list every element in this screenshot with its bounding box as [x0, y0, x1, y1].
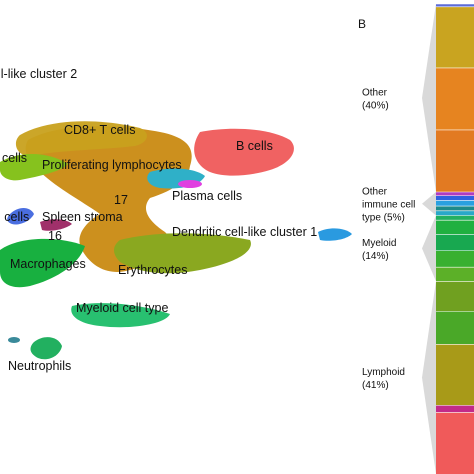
- cluster-blob-dc-cluster-1: [318, 228, 352, 241]
- cluster-blob-erythrocytes: [114, 233, 251, 274]
- group-label: Lymphoid (41%): [362, 367, 405, 391]
- bar-segment: [436, 234, 474, 252]
- panel-b-letter: B: [358, 17, 366, 31]
- umap-scatter-panel: ll-like cluster 2 CD8+ T cells B cells c…: [0, 67, 352, 373]
- group-label-line: type (5%): [362, 213, 405, 224]
- group-label: Other immune cell type (5%): [362, 187, 415, 224]
- group-label-line: (14%): [362, 251, 389, 262]
- cluster-label-dc-1: Dendritic cell-like cluster 1: [172, 225, 317, 239]
- group-brackets: [422, 4, 436, 474]
- group-label: Myeloid (14%): [362, 238, 396, 262]
- bar-segment: [436, 4, 474, 8]
- cluster-blob-macrophages: [0, 238, 85, 288]
- composition-panel: B Other (40%) Other immune cell type (5%) Mye…: [358, 3, 474, 474]
- cluster-label-erythrocytes: Erythrocytes: [118, 263, 187, 277]
- cluster-label-dc-2: ll-like cluster 2: [0, 67, 77, 81]
- group-label: Other (40%): [362, 88, 389, 112]
- bar-segment: [436, 250, 474, 268]
- bar-segment: [436, 412, 474, 474]
- cluster-blob-small-grey: [8, 337, 20, 343]
- stacked-bar: [436, 3, 474, 474]
- bar-segment: [436, 67, 474, 131]
- bar-segment: [436, 405, 474, 413]
- bar-segment: [436, 281, 474, 312]
- bar-segment: [436, 192, 474, 197]
- cluster-label-cd8-t-cells: CD8+ T cells: [64, 123, 135, 137]
- bar-segment: [436, 311, 474, 345]
- cluster-label-myeloid: Myeloid cell type: [76, 301, 168, 315]
- bar-segment: [436, 6, 474, 69]
- cluster-label-spleen-stroma: Spleen stroma: [42, 210, 123, 224]
- group-label-line: (41%): [362, 380, 389, 391]
- group-label-line: immune cell: [362, 200, 415, 211]
- bar-segment: [436, 195, 474, 201]
- group-bracket: [422, 215, 436, 282]
- group-label-line: (40%): [362, 101, 389, 112]
- cluster-label-plasma-cells: Plasma cells: [172, 189, 242, 203]
- group-labels: Other (40%) Other immune cell type (5%) Myelo…: [362, 88, 415, 392]
- cluster-label-macrophages: Macrophages: [10, 257, 86, 271]
- group-label-line: Other: [362, 187, 388, 198]
- cluster-label-proliferating: Proliferating lymphocytes: [42, 158, 182, 172]
- cluster-blob-plasma-magenta: [178, 180, 202, 188]
- bar-segment: [436, 344, 474, 406]
- bar-segment: [436, 129, 474, 193]
- group-label-line: Lymphoid: [362, 367, 405, 378]
- cluster-label-b-cells: B cells: [236, 139, 273, 153]
- cluster-label-nk-cells: l cells: [0, 210, 29, 224]
- group-bracket: [422, 192, 436, 216]
- bar-segment: [436, 220, 474, 235]
- group-bracket: [422, 4, 436, 192]
- group-label-line: Other: [362, 88, 388, 99]
- cluster-blob-green-left: [0, 153, 68, 181]
- group-bracket: [422, 281, 436, 474]
- cluster-blob-spleen-stroma: [40, 219, 72, 231]
- bar-segment: [436, 200, 474, 207]
- bar-segment: [436, 206, 474, 212]
- cluster-label-t-cells: cells: [2, 151, 27, 165]
- bar-segment: [436, 210, 474, 216]
- cluster-label-16: 16: [48, 229, 62, 243]
- cluster-label-neutrophils: Neutrophils: [8, 359, 71, 373]
- bar-segment: [436, 215, 474, 221]
- bar-segment: [436, 267, 474, 282]
- cluster-blob-myeloid: [71, 303, 170, 328]
- cluster-blob-cd8-t-cells: [15, 121, 147, 156]
- cluster-blob-b-cells: [194, 128, 294, 176]
- cluster-blob-neutrophils: [30, 337, 62, 360]
- cluster-label-17: 17: [114, 193, 128, 207]
- cluster-blob-nk-cells: [7, 208, 34, 225]
- group-label-line: Myeloid: [362, 238, 396, 249]
